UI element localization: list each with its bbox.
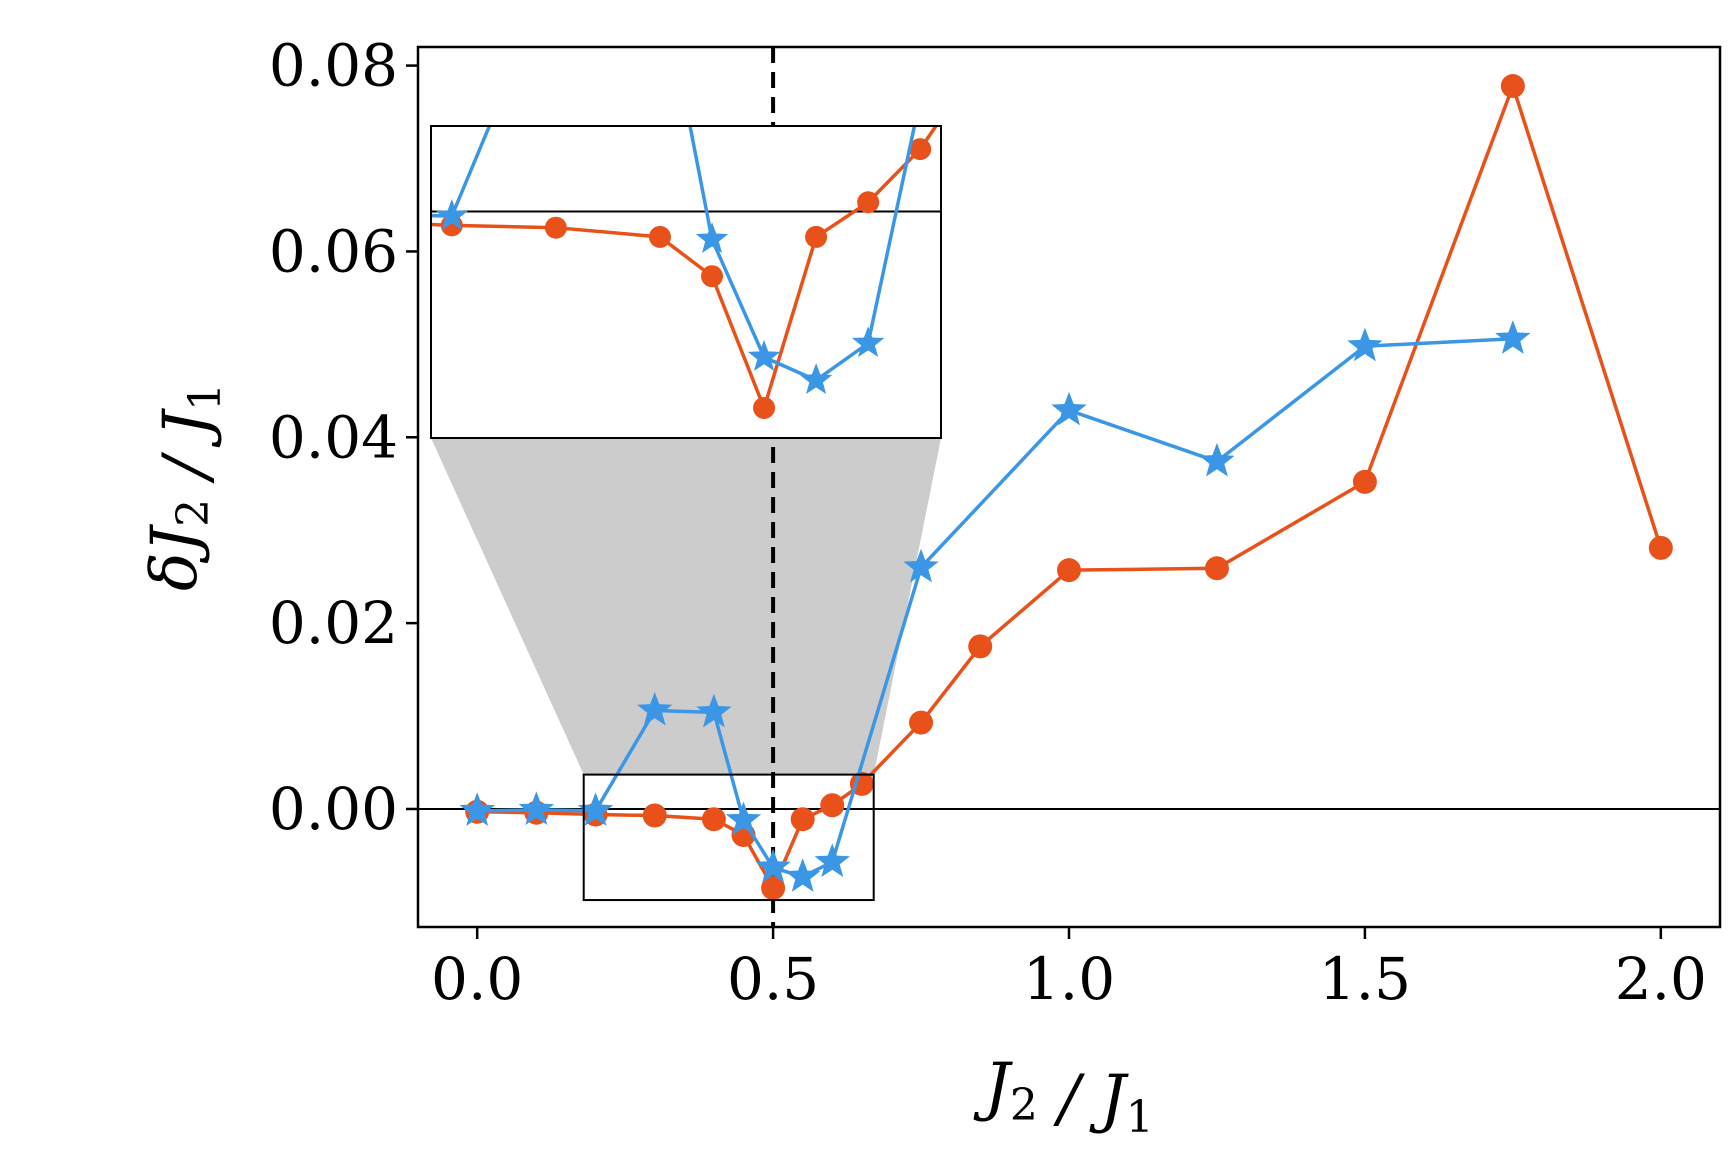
orange-circles-point (1500, 74, 1525, 99)
reference-lines (418, 47, 1720, 927)
inset-plot-area (227, 0, 1035, 419)
orange-circles-point (909, 138, 932, 161)
inset-background (431, 126, 941, 438)
y-tick-label: 0.02 (269, 589, 398, 657)
blue-stars-point (725, 801, 762, 836)
y-axis-label: δJ2 / J1 (138, 383, 231, 591)
blue-stars-point (1347, 327, 1383, 362)
blue-stars-point (747, 340, 781, 371)
orange-circles-point (1352, 469, 1377, 494)
orange-circles-point (701, 807, 726, 832)
main-series (459, 74, 1673, 902)
blue-stars-point (851, 326, 885, 358)
blue-stars-point (696, 693, 732, 728)
blue-stars-point (1051, 391, 1087, 426)
orange-circles-point (1057, 558, 1081, 583)
orange-circles-point (761, 875, 786, 900)
orange-circles-point (909, 710, 934, 735)
blue-stars-point (1495, 320, 1531, 354)
orange-circles-point (233, 207, 255, 229)
zoom-connector-shade (431, 438, 941, 775)
orange-circles-point (701, 265, 724, 288)
orange-circles-point (642, 803, 667, 828)
orange-circles-point (753, 396, 776, 419)
zoom-source-box (582, 773, 875, 902)
blue-stars-point (227, 199, 259, 230)
blue-stars-line (431, 126, 917, 382)
orange-circles-point (1648, 535, 1673, 560)
orange-circles-point (1204, 556, 1229, 581)
blue-stars-point (903, 548, 939, 583)
zoom-connector-group (431, 438, 941, 775)
y-tick-label: 0.04 (269, 403, 398, 471)
inset-axes (227, 0, 1035, 439)
orange-circles-point (544, 216, 567, 239)
blue-stars-point (784, 858, 821, 892)
orange-circles-point (968, 634, 993, 659)
blue-stars-point (1199, 442, 1235, 477)
x-tick-label: 0.0 (431, 945, 523, 1013)
x-tick-label: 2.0 (1615, 945, 1707, 1013)
x-tick-label: 1.0 (1023, 945, 1115, 1013)
orange-circles-point (820, 793, 845, 818)
y-tick-label: 0.08 (269, 32, 398, 100)
orange-circles-point (648, 225, 671, 248)
blue-stars-point (814, 843, 850, 877)
blue-stars-point (755, 848, 791, 883)
blue-stars-point (577, 792, 614, 826)
blue-stars-point (435, 199, 469, 230)
blue-stars-point (518, 791, 555, 825)
x-tick-label: 0.5 (727, 945, 819, 1013)
blue-stars-point (459, 792, 495, 826)
blue-stars-point (799, 363, 833, 395)
inset-frame (430, 125, 942, 439)
blue-stars-point (695, 222, 729, 254)
y-tick-label: 0.00 (269, 775, 398, 843)
orange-circles-point (790, 807, 815, 832)
orange-circles-point (857, 191, 880, 214)
orange-circles-point (805, 225, 828, 248)
axes: 0.0 0.5 1.0 1.5 2.0 0.00 0.02 0.04 0.06 0.08 J2 / … (138, 32, 1722, 1143)
y-tick-label: 0.06 (269, 217, 398, 285)
orange-circles-point (1013, 0, 1035, 8)
blue-stars-point (637, 691, 673, 726)
x-axis-label: J2 / J1 (973, 1050, 1154, 1143)
x-tick-label: 1.5 (1319, 945, 1411, 1013)
